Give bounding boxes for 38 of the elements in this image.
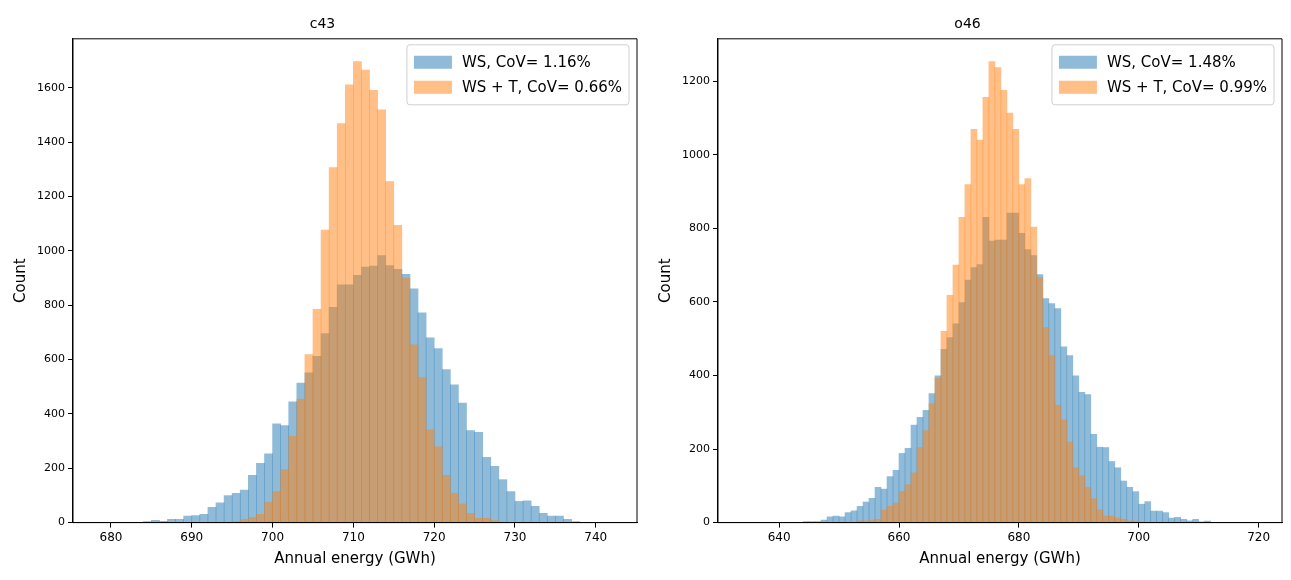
x-tick-label: 720 xyxy=(1247,529,1271,544)
y-axis-title: Count xyxy=(10,258,29,303)
y-tick-label: 0 xyxy=(57,515,65,529)
chart-title: o46 xyxy=(954,15,981,32)
x-tick-label: 680 xyxy=(99,529,123,544)
x-tick-label: 690 xyxy=(180,529,204,544)
y-tick-label: 800 xyxy=(688,221,710,235)
y-tick-label: 1200 xyxy=(681,73,710,87)
x-axis-title: Annual energy (GWh) xyxy=(274,548,436,567)
chart-title: c43 xyxy=(309,15,336,32)
y-tick-label: 200 xyxy=(43,461,65,475)
y-tick-label: 1400 xyxy=(36,134,65,148)
y-tick-label: 1200 xyxy=(36,189,65,203)
y-tick-label: 1000 xyxy=(681,147,710,161)
y-tick-label: 1000 xyxy=(36,243,65,257)
y-tick-label: 600 xyxy=(688,294,710,308)
x-tick-label: 640 xyxy=(767,529,791,544)
x-tick-label: 660 xyxy=(887,529,911,544)
y-axis-title: Count xyxy=(655,258,674,303)
x-tick-label: 680 xyxy=(1007,529,1031,544)
legend-label: WS + T, CoV= 0.66% xyxy=(461,77,623,96)
y-tick-label: 400 xyxy=(43,406,65,420)
x-tick-label: 700 xyxy=(1127,529,1151,544)
x-tick-label: 700 xyxy=(261,529,285,544)
legend-label: WS + T, CoV= 0.99% xyxy=(1106,77,1268,96)
legend-label: WS, CoV= 1.16% xyxy=(461,52,591,71)
x-tick-label: 730 xyxy=(503,529,527,544)
y-tick-label: 600 xyxy=(43,352,65,366)
y-tick-label: 200 xyxy=(688,441,710,455)
y-tick-label: 800 xyxy=(43,298,65,312)
x-tick-label: 740 xyxy=(584,529,608,544)
x-tick-label: 720 xyxy=(422,529,446,544)
legend-label: WS, CoV= 1.48% xyxy=(1106,52,1236,71)
x-tick-label: 710 xyxy=(341,529,365,544)
y-tick-label: 1600 xyxy=(36,80,65,94)
y-tick-label: 400 xyxy=(688,368,710,382)
y-tick-label: 0 xyxy=(702,515,710,529)
x-axis-title: Annual energy (GWh) xyxy=(919,548,1081,567)
